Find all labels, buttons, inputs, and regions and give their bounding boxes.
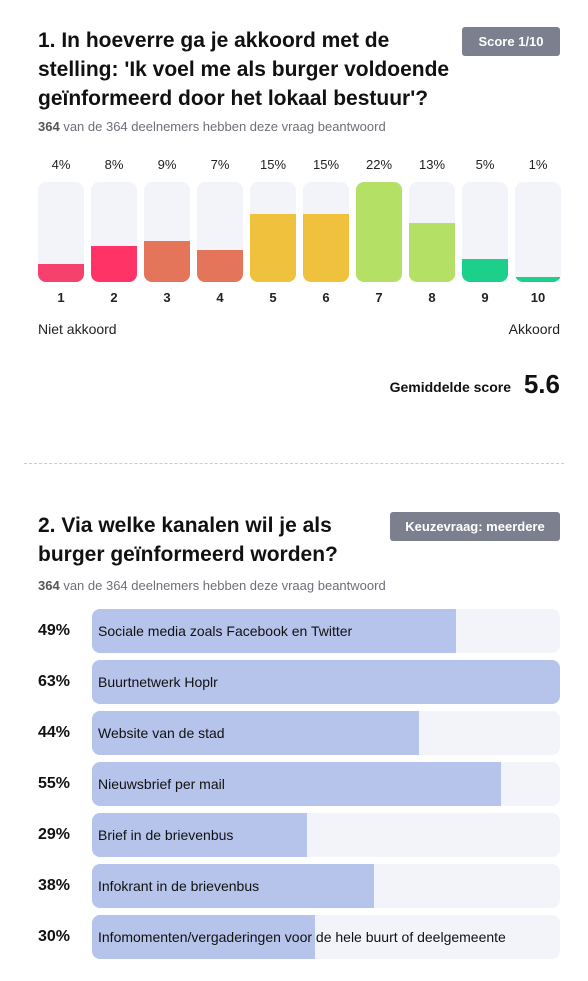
- bar: [92, 813, 308, 857]
- bar: [197, 250, 243, 282]
- value-label: 55%: [38, 775, 71, 792]
- value-label: 38%: [38, 877, 71, 894]
- bar-track: [144, 182, 190, 282]
- bar-track: [462, 182, 508, 282]
- answered: 364: [38, 119, 60, 134]
- value-label: 13%: [418, 157, 446, 172]
- category-label: Nieuwsbrief per mail: [98, 776, 225, 792]
- x-tick-label: 4: [216, 290, 224, 305]
- bar: [250, 213, 296, 282]
- subtitle-text: van de 364 deelnemers hebben deze vraag …: [63, 119, 386, 134]
- bar: [144, 241, 190, 282]
- category-label: Website van de stad: [98, 725, 225, 741]
- value-label: 22%: [365, 157, 393, 172]
- bar: [92, 711, 419, 755]
- bar: [92, 660, 560, 704]
- value-label: 15%: [312, 157, 340, 172]
- badge: Score 1/10: [462, 27, 560, 56]
- value-label: 7%: [210, 157, 230, 172]
- value-label: 8%: [104, 157, 124, 172]
- bar: [462, 259, 508, 282]
- bar-track: [92, 915, 560, 959]
- category-label: Infokrant in de brievenbus: [98, 878, 260, 894]
- value-label: 1%: [528, 157, 548, 172]
- answered: 364: [38, 578, 60, 593]
- x-tick-label: 6: [322, 290, 330, 305]
- bar: [91, 245, 137, 282]
- bar: [92, 762, 501, 806]
- subtitle: 364 van de 364 deelnemers hebben deze vr…: [38, 119, 386, 134]
- bar-track: [91, 182, 137, 282]
- bar-track: [303, 182, 349, 282]
- subtitle: 364 van de 364 deelnemers hebben deze vr…: [38, 578, 386, 593]
- bar-track: [38, 182, 84, 282]
- value-label: 4%: [51, 157, 71, 172]
- bar-track: [515, 182, 561, 282]
- x-tick-label: 1: [57, 290, 65, 305]
- bar-track: [250, 182, 296, 282]
- high-label: Akkoord: [508, 321, 560, 337]
- badge: Keuzevraag: meerdere: [390, 512, 560, 541]
- value-label: 44%: [38, 724, 71, 741]
- value-label: 30%: [38, 928, 71, 945]
- bar: [409, 222, 455, 282]
- bar: [92, 915, 315, 959]
- question-title: 1. In hoeverre ga je akkoord met de stel…: [38, 29, 450, 110]
- category-label: Brief in de brievenbus: [98, 827, 234, 843]
- bar: [515, 277, 561, 282]
- bar-track: [197, 182, 243, 282]
- bar: [92, 609, 456, 653]
- category-label: Buurtnetwerk Hoplr: [98, 674, 218, 690]
- question-title: 2. Via welke kanalen wil je als burger g…: [38, 514, 338, 566]
- subtitle-text: van de 364 deelnemers hebben deze vraag …: [63, 578, 386, 593]
- bar-track: [356, 182, 402, 282]
- value-label: 9%: [157, 157, 177, 172]
- x-tick-label: 7: [375, 290, 383, 305]
- bar: [303, 213, 349, 282]
- bar: [92, 864, 375, 908]
- x-tick-label: 8: [428, 290, 436, 305]
- bar-track: [409, 182, 455, 282]
- category-label: Sociale media zoals Facebook en Twitter: [98, 623, 353, 639]
- x-tick-label: 10: [530, 290, 546, 305]
- value-label: 5%: [475, 157, 495, 172]
- divider: [24, 463, 564, 464]
- bar-track: [92, 711, 560, 755]
- category-label: Infomomenten/vergaderingen voor de hele …: [98, 929, 506, 945]
- bar-track: [92, 609, 560, 653]
- average: 5.6: [523, 369, 560, 399]
- x-tick-label: 5: [269, 290, 277, 305]
- value-label: 15%: [259, 157, 287, 172]
- bar: [356, 182, 402, 282]
- bar-track: [92, 813, 560, 857]
- average-label: Gemiddelde score: [389, 379, 511, 395]
- value-label: 63%: [38, 673, 71, 690]
- bar-track: [92, 762, 560, 806]
- low-label: Niet akkoord: [38, 321, 117, 337]
- x-tick-label: 2: [110, 290, 118, 305]
- bar-track: [92, 660, 560, 704]
- bar-track: [92, 864, 560, 908]
- x-tick-label: 9: [481, 290, 489, 305]
- x-tick-label: 3: [163, 290, 171, 305]
- value-label: 49%: [38, 622, 71, 639]
- value-label: 29%: [38, 826, 71, 843]
- bar: [38, 263, 84, 282]
